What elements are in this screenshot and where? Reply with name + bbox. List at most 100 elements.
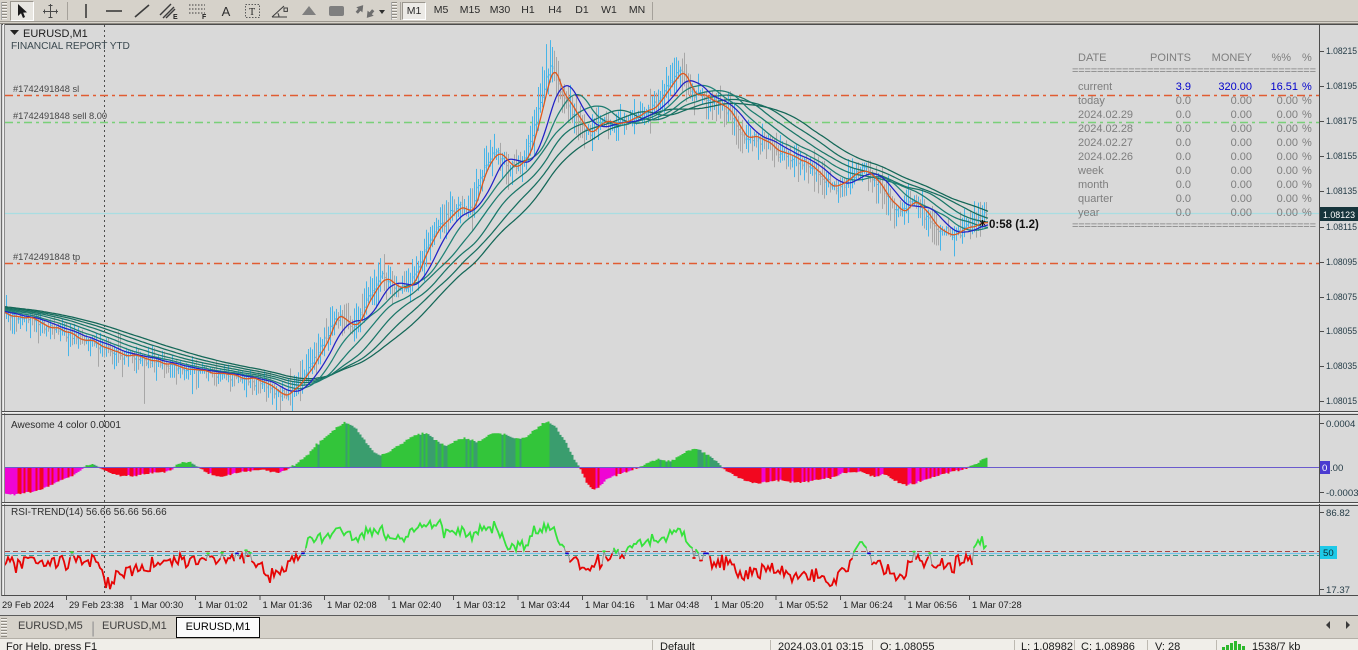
svg-text:1 Mar 07:28: 1 Mar 07:28 xyxy=(972,600,1022,610)
svg-text:POINTS: POINTS xyxy=(1150,52,1191,64)
svg-text:0.0: 0.0 xyxy=(1176,109,1191,121)
svg-text:%: % xyxy=(1302,81,1312,93)
svg-text:0.00: 0.00 xyxy=(1231,137,1252,149)
svg-text:0.0: 0.0 xyxy=(1176,151,1191,163)
svg-text:T: T xyxy=(249,7,255,18)
svg-text:0.0: 0.0 xyxy=(1176,207,1191,219)
svg-text:0: 0 xyxy=(1322,463,1327,474)
svg-text:==============================: ======================================= xyxy=(1072,220,1316,232)
svg-text:DATE: DATE xyxy=(1078,52,1107,64)
svg-text:quarter: quarter xyxy=(1078,193,1113,205)
svg-text:1 Mar 01:36: 1 Mar 01:36 xyxy=(263,600,313,610)
svg-text:0.00: 0.00 xyxy=(1231,123,1252,135)
svg-text:1.08215: 1.08215 xyxy=(1326,46,1357,57)
svg-text:year: year xyxy=(1078,207,1100,219)
svg-text:1.08175: 1.08175 xyxy=(1326,116,1357,127)
svg-text:month: month xyxy=(1078,179,1109,191)
svg-text:2024.02.28: 2024.02.28 xyxy=(1078,123,1133,135)
svg-text:0.00: 0.00 xyxy=(1277,207,1298,219)
svg-text:1 Mar 06:24: 1 Mar 06:24 xyxy=(843,600,893,610)
svg-text:2024.02.26: 2024.02.26 xyxy=(1078,151,1133,163)
svg-text:1 Mar 05:52: 1 Mar 05:52 xyxy=(779,600,829,610)
svg-text:0.0: 0.0 xyxy=(1176,193,1191,205)
svg-text:.00: .00 xyxy=(1330,463,1343,474)
svg-text:#1742491848 sl: #1742491848 sl xyxy=(13,84,79,94)
svg-text:320.00: 320.00 xyxy=(1218,81,1252,93)
svg-text:%: % xyxy=(1302,123,1312,135)
svg-text:1.08055: 1.08055 xyxy=(1326,326,1357,337)
svg-text:%: % xyxy=(1302,165,1312,177)
svg-text:1.08155: 1.08155 xyxy=(1326,151,1357,162)
svg-text:0.00: 0.00 xyxy=(1277,123,1298,135)
svg-text:%: % xyxy=(1302,95,1312,107)
svg-text:E: E xyxy=(173,14,178,21)
svg-text:FINANCIAL REPORT YTD: FINANCIAL REPORT YTD xyxy=(11,41,130,52)
svg-text:1 Mar 04:16: 1 Mar 04:16 xyxy=(585,600,635,610)
svg-text:0.00: 0.00 xyxy=(1231,179,1252,191)
svg-text:RSI-TREND(14) 56.66 56.66 56.6: RSI-TREND(14) 56.66 56.66 56.66 xyxy=(11,507,167,518)
svg-text:0.00: 0.00 xyxy=(1231,193,1252,205)
svg-text:EURUSD,M1: EURUSD,M1 xyxy=(23,28,88,40)
svg-text:0:58 (1.2): 0:58 (1.2) xyxy=(989,219,1039,231)
svg-text:1.08135: 1.08135 xyxy=(1326,186,1357,197)
svg-text:1 Mar 00:30: 1 Mar 00:30 xyxy=(134,600,184,610)
svg-text:week: week xyxy=(1077,165,1104,177)
svg-text:0.0: 0.0 xyxy=(1176,137,1191,149)
svg-text:1 Mar 02:40: 1 Mar 02:40 xyxy=(392,600,442,610)
svg-text:1 Mar 06:56: 1 Mar 06:56 xyxy=(908,600,958,610)
svg-text:0.00: 0.00 xyxy=(1277,193,1298,205)
svg-text:1 Mar 02:08: 1 Mar 02:08 xyxy=(327,600,377,610)
svg-text:2024.02.27: 2024.02.27 xyxy=(1078,137,1133,149)
svg-text:1.08115: 1.08115 xyxy=(1326,222,1357,233)
svg-text:0.00: 0.00 xyxy=(1277,137,1298,149)
svg-text:29 Feb 23:38: 29 Feb 23:38 xyxy=(69,600,124,610)
svg-text:86.82: 86.82 xyxy=(1326,508,1350,519)
svg-text:0.00: 0.00 xyxy=(1277,165,1298,177)
svg-text:16.51: 16.51 xyxy=(1270,81,1298,93)
svg-text:#1742491848 tp: #1742491848 tp xyxy=(13,252,80,262)
svg-text:#1742491848 sell 8.00: #1742491848 sell 8.00 xyxy=(13,111,107,121)
svg-text:1 Mar 03:12: 1 Mar 03:12 xyxy=(456,600,506,610)
svg-text:%: % xyxy=(1302,207,1312,219)
svg-text:%: % xyxy=(1302,109,1312,121)
svg-text:%: % xyxy=(1302,179,1312,191)
svg-text:MONEY: MONEY xyxy=(1212,52,1253,64)
svg-text:F: F xyxy=(202,14,207,21)
svg-text:3.9: 3.9 xyxy=(1176,81,1191,93)
svg-text:current: current xyxy=(1078,81,1112,93)
svg-text:%: % xyxy=(1302,52,1312,64)
svg-text:today: today xyxy=(1078,95,1105,107)
svg-text:0.00: 0.00 xyxy=(1231,207,1252,219)
svg-text:%%: %% xyxy=(1271,52,1291,64)
svg-text:1 Mar 01:02: 1 Mar 01:02 xyxy=(198,600,248,610)
svg-text:0.00: 0.00 xyxy=(1231,151,1252,163)
svg-text:0.0004: 0.0004 xyxy=(1326,419,1356,430)
svg-text:50: 50 xyxy=(1323,548,1334,559)
svg-text:%: % xyxy=(1302,193,1312,205)
svg-text:0.0: 0.0 xyxy=(1176,123,1191,135)
svg-text:0.00: 0.00 xyxy=(1231,109,1252,121)
svg-text:1.08195: 1.08195 xyxy=(1326,81,1357,92)
svg-text:0.00: 0.00 xyxy=(1277,151,1298,163)
svg-text:==============================: ======================================= xyxy=(1072,65,1316,77)
svg-text:1.08095: 1.08095 xyxy=(1326,257,1357,268)
svg-text:-0.0003: -0.0003 xyxy=(1326,488,1358,499)
svg-text:17.37: 17.37 xyxy=(1326,585,1350,596)
svg-text:1.08123: 1.08123 xyxy=(1323,210,1355,221)
svg-text:1.08015: 1.08015 xyxy=(1326,396,1357,407)
svg-text:%: % xyxy=(1302,151,1312,163)
svg-text:0.0: 0.0 xyxy=(1176,165,1191,177)
svg-text:0.00: 0.00 xyxy=(1277,95,1298,107)
svg-text:1 Mar 03:44: 1 Mar 03:44 xyxy=(521,600,571,610)
svg-text:29 Feb 2024: 29 Feb 2024 xyxy=(2,600,54,610)
svg-text:0.0: 0.0 xyxy=(1176,95,1191,107)
svg-text:0.00: 0.00 xyxy=(1231,165,1252,177)
svg-text:2024.02.29: 2024.02.29 xyxy=(1078,109,1133,121)
svg-text:Awesome 4 color 0.0001: Awesome 4 color 0.0001 xyxy=(11,420,121,431)
svg-text:1 Mar 05:20: 1 Mar 05:20 xyxy=(714,600,764,610)
svg-text:1 Mar 04:48: 1 Mar 04:48 xyxy=(650,600,700,610)
svg-text:0.00: 0.00 xyxy=(1277,179,1298,191)
svg-text:0.00: 0.00 xyxy=(1231,95,1252,107)
svg-text:0.00: 0.00 xyxy=(1277,109,1298,121)
svg-text:1.08075: 1.08075 xyxy=(1326,292,1357,303)
